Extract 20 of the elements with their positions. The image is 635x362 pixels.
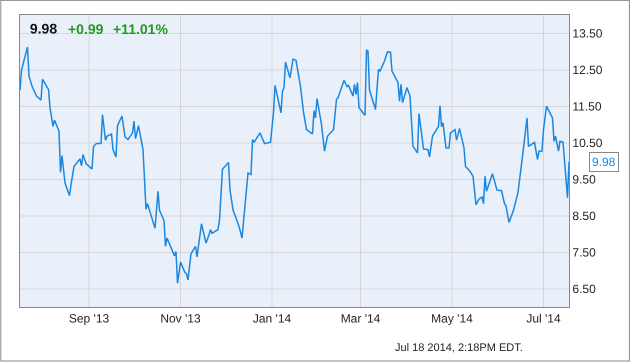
y-tick-label: 9.50 <box>572 172 596 186</box>
line-series <box>20 46 569 284</box>
text: Jul 18 2014, 2:18PM EDT. <box>395 342 523 354</box>
y-tick-label: 13.50 <box>572 26 603 40</box>
x-tick-label: Jul '14 <box>526 311 561 326</box>
chart-title: 9.98 <box>30 20 58 36</box>
y-tick-label: 8.50 <box>572 208 596 223</box>
y-tick-label: 10.50 <box>572 136 603 150</box>
x-tick-label: Nov '13 <box>160 311 201 326</box>
y-tick-label: 7.50 <box>572 245 596 260</box>
annotation: +11.01% <box>113 21 168 37</box>
x-tick-label: May '14 <box>431 311 474 326</box>
chart-title: 9.98 <box>592 155 616 169</box>
annotation: +0.99 <box>68 21 104 37</box>
y-tick-label: 12.50 <box>572 62 603 77</box>
y-tick-label: 11.50 <box>572 99 602 114</box>
y-tick-label: 6.50 <box>572 282 596 296</box>
x-tick-label: Sep '13 <box>68 311 110 326</box>
x-tick-label: Jan '14 <box>252 311 292 326</box>
x-tick-label: Mar '14 <box>340 311 381 326</box>
